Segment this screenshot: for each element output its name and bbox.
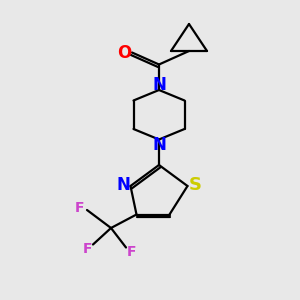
Text: F: F — [75, 202, 84, 215]
Text: N: N — [152, 136, 166, 154]
Text: F: F — [127, 245, 136, 259]
Text: O: O — [117, 44, 131, 62]
Text: S: S — [188, 176, 202, 194]
Text: F: F — [82, 242, 92, 256]
Text: N: N — [117, 176, 131, 194]
Text: N: N — [152, 76, 166, 94]
